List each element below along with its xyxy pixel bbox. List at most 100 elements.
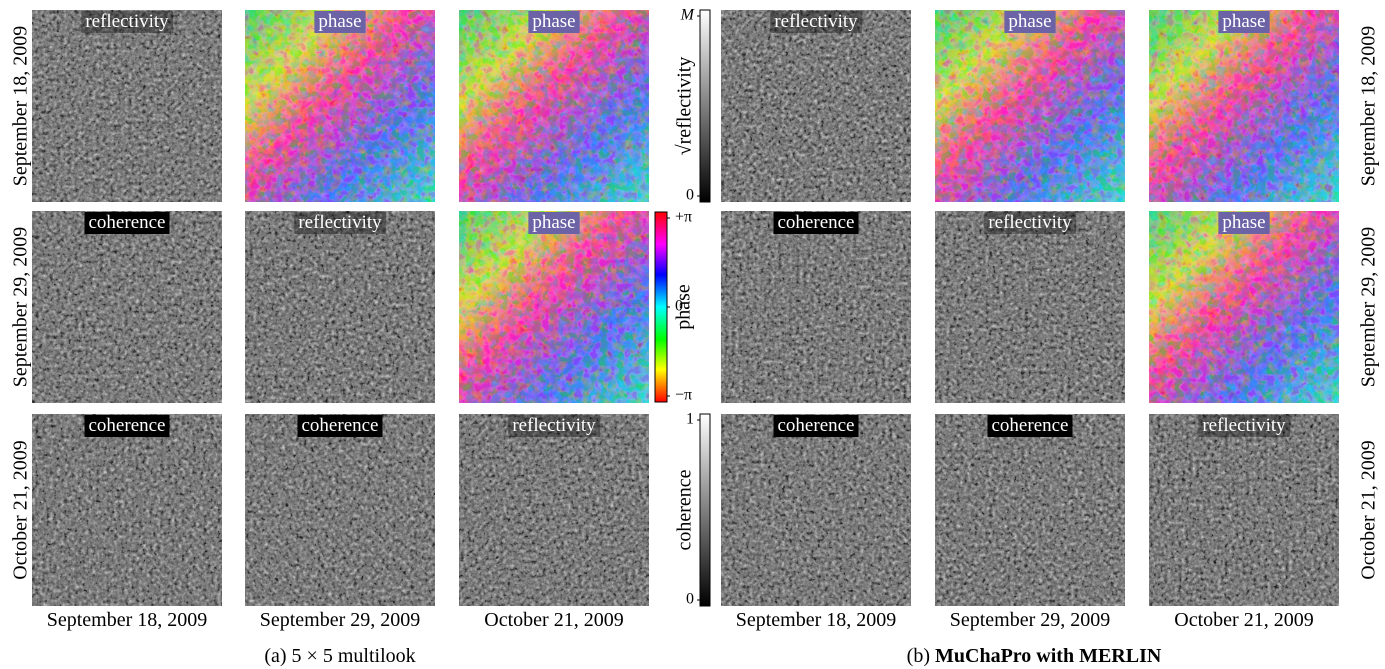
image-texture <box>245 10 435 202</box>
colorbar <box>654 211 668 403</box>
image-tile: reflectivity <box>1149 414 1339 606</box>
caption: (b) MuChaPro with MERLIN <box>907 645 1162 667</box>
image-texture <box>459 414 649 606</box>
tile-label-bg <box>297 415 383 437</box>
image-tile: coherence <box>245 414 435 606</box>
tile-label: phase <box>532 212 575 233</box>
image-tile: coherence <box>721 211 911 403</box>
tile-label-bg <box>528 212 580 234</box>
tile-label: phase <box>532 11 575 32</box>
row-label: September 18, 2009 <box>10 26 32 187</box>
colorbar-tick-label: 0 <box>686 187 694 204</box>
image-texture <box>32 211 222 403</box>
image-tile: phase <box>245 10 435 202</box>
tile-label: coherence <box>992 415 1069 436</box>
image-tile: reflectivity <box>935 211 1125 403</box>
tile-label-bg <box>1198 415 1291 437</box>
image-tile: phase <box>935 10 1125 202</box>
tile-label: reflectivity <box>1202 415 1286 436</box>
colorbar-tick-label: M <box>680 7 696 24</box>
image-tile: reflectivity <box>32 10 222 202</box>
image-texture <box>935 414 1125 606</box>
tile-label: coherence <box>778 415 855 436</box>
caption-prefix: (b) <box>907 645 930 667</box>
image-tile: coherence <box>32 414 222 606</box>
image-tile: coherence <box>935 414 1125 606</box>
tile-label-bg <box>1218 212 1270 234</box>
image-texture <box>1149 10 1339 202</box>
tile-label-bg <box>770 11 863 33</box>
colorbar-tick-label: +π <box>675 209 692 226</box>
tile-label-bg <box>1218 11 1270 33</box>
image-texture <box>721 10 911 202</box>
row-label: September 29, 2009 <box>1358 227 1380 388</box>
tile-label-bg <box>528 11 580 33</box>
image-texture <box>32 414 222 606</box>
image-tile: reflectivity <box>245 211 435 403</box>
image-texture <box>935 10 1125 202</box>
tile-label-bg <box>508 415 601 437</box>
caption-text: MuChaPro with MERLIN <box>935 645 1162 667</box>
colorbar <box>699 413 711 607</box>
row-label: September 18, 2009 <box>1358 26 1380 187</box>
image-tile: phase <box>459 10 649 202</box>
colorbar-tick-label: 0 <box>686 591 694 608</box>
tile-label: phase <box>1008 11 1051 32</box>
tile-label: reflectivity <box>85 11 169 32</box>
image-tile: phase <box>1149 10 1339 202</box>
image-tile: reflectivity <box>721 10 911 202</box>
tile-label-bg <box>773 212 859 234</box>
image-texture <box>245 414 435 606</box>
tile-label-bg <box>81 11 174 33</box>
row-label: October 21, 2009 <box>1358 440 1380 579</box>
tile-label: coherence <box>89 212 166 233</box>
tile-label-bg <box>1004 11 1056 33</box>
tile-label: phase <box>1222 11 1265 32</box>
colorbar-tick-label: 1 <box>686 411 694 428</box>
tile-label: phase <box>318 11 361 32</box>
image-texture <box>1149 211 1339 403</box>
colorbar-label: coherence <box>674 469 696 550</box>
tile-label: coherence <box>302 415 379 436</box>
column-label: September 18, 2009 <box>736 609 897 631</box>
image-tile: coherence <box>32 211 222 403</box>
tile-label-bg <box>294 212 387 234</box>
tile-label-bg <box>84 212 170 234</box>
tile-label: coherence <box>89 415 166 436</box>
colorbar-tick-label: −π <box>675 387 692 404</box>
row-label: September 29, 2009 <box>10 227 32 388</box>
tile-label-bg <box>984 212 1077 234</box>
colorbar-tick-label: 0 <box>675 298 683 315</box>
image-tile: phase <box>459 211 649 403</box>
image-texture <box>459 211 649 403</box>
column-label: October 21, 2009 <box>484 609 623 631</box>
image-texture <box>32 10 222 202</box>
image-tile: reflectivity <box>459 414 649 606</box>
tile-label-bg <box>84 415 170 437</box>
colorbar-label: phase <box>673 284 695 330</box>
tile-label: reflectivity <box>774 11 858 32</box>
image-texture <box>459 10 649 202</box>
image-texture <box>935 211 1125 403</box>
column-label: September 29, 2009 <box>260 609 421 631</box>
tile-label-bg <box>987 415 1073 437</box>
colorbar-label: √reflectivity <box>674 57 696 156</box>
tile-label-bg <box>773 415 859 437</box>
tile-label: phase <box>1222 212 1265 233</box>
image-texture <box>1149 414 1339 606</box>
colorbar <box>699 9 711 203</box>
image-texture <box>721 211 911 403</box>
row-label: October 21, 2009 <box>10 440 32 579</box>
tile-label: reflectivity <box>988 212 1072 233</box>
tile-label: reflectivity <box>512 415 596 436</box>
column-label: September 18, 2009 <box>47 609 208 631</box>
image-tile: phase <box>1149 211 1339 403</box>
caption: (a) 5 × 5 multilook <box>264 645 415 667</box>
column-label: October 21, 2009 <box>1174 609 1313 631</box>
image-tile: coherence <box>721 414 911 606</box>
caption-text: (a) 5 × 5 multilook <box>264 645 415 667</box>
tile-label: reflectivity <box>298 212 382 233</box>
image-texture <box>245 211 435 403</box>
tile-label: coherence <box>778 212 855 233</box>
